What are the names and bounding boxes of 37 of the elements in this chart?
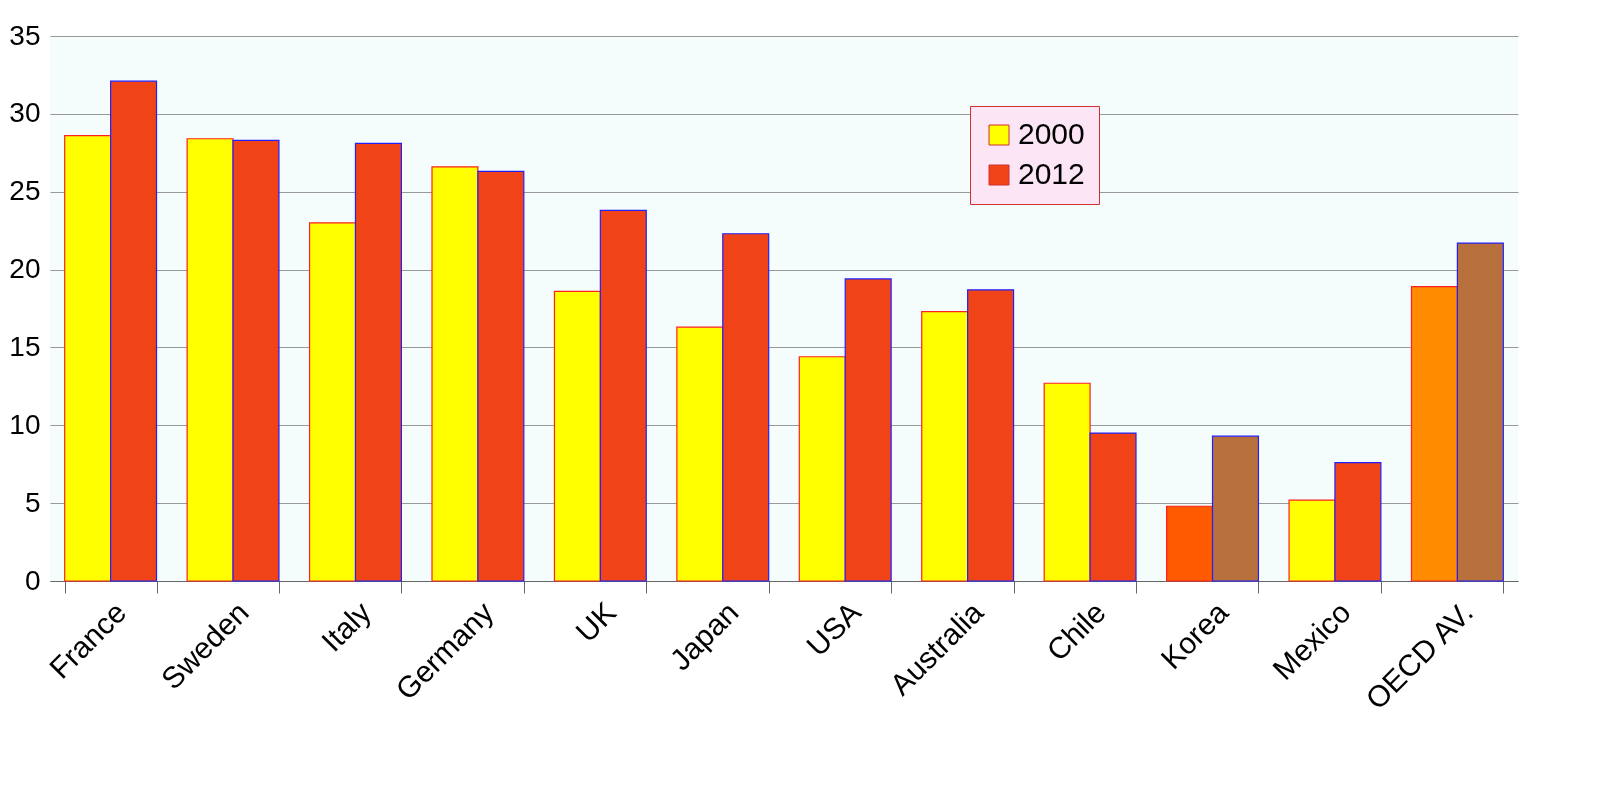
bar (1211, 435, 1260, 582)
x-tick-label: USA (799, 595, 867, 663)
x-tick-label: UK (569, 595, 623, 649)
y-tick-label: 10 (9, 408, 41, 440)
legend-label: 2000 (1018, 117, 1085, 150)
bar (431, 166, 479, 582)
bar (553, 290, 601, 582)
bar (1288, 499, 1336, 582)
bar (1043, 382, 1091, 582)
bar (722, 233, 770, 582)
bar (186, 138, 234, 582)
x-tick-label: Italy (314, 595, 378, 658)
y-tick-label: 15 (9, 330, 41, 362)
bar (308, 222, 357, 582)
legend-label: 2012 (1018, 157, 1085, 190)
bar (676, 326, 724, 582)
y-tick-label: 5 (24, 486, 41, 518)
y-tick-label: 25 (9, 175, 41, 207)
y-tick-label: 20 (9, 253, 41, 285)
bar (232, 139, 280, 582)
bar (1166, 505, 1214, 582)
bar (354, 142, 402, 582)
bar (64, 135, 112, 582)
y-tick-label: 30 (9, 97, 41, 129)
bar (477, 170, 525, 582)
bar (110, 80, 158, 582)
bar (967, 289, 1015, 582)
y-tick-label: 0 (24, 564, 41, 596)
bar (921, 311, 969, 582)
bar (798, 356, 846, 582)
bar (1334, 462, 1382, 582)
bar (1089, 432, 1137, 582)
bar (844, 278, 892, 582)
bar (1410, 286, 1458, 582)
bar (1456, 242, 1504, 582)
y-tick-label: 35 (9, 19, 41, 51)
bar (599, 209, 647, 582)
